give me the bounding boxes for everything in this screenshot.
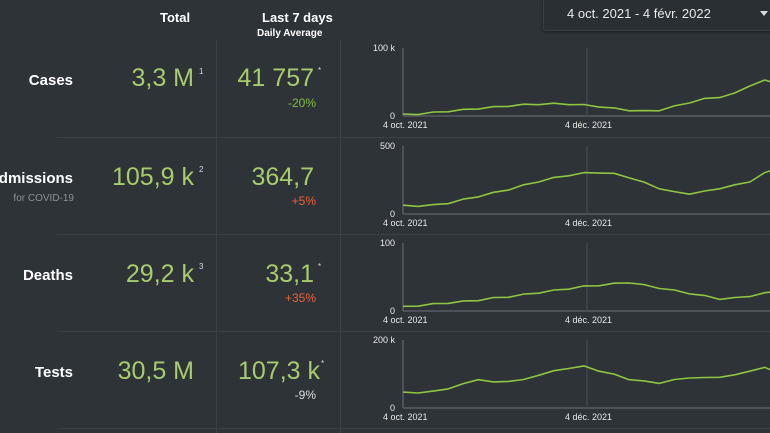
- x-tick-label: 4 oct. 2021: [383, 120, 428, 130]
- row-divider: [57, 137, 770, 138]
- deaths-avg-note[interactable]: *: [318, 262, 322, 271]
- y-tick-label: 0: [390, 306, 395, 316]
- x-tick-label: 4 déc. 2021: [565, 120, 612, 130]
- tests-avg-note[interactable]: *: [321, 359, 325, 368]
- cases-avg-note[interactable]: *: [318, 66, 322, 75]
- y-tick-label: 200 k: [373, 335, 396, 345]
- admissions-avg-value: 364,7: [251, 163, 314, 191]
- admissions-total-value: 105,9 k: [111, 163, 194, 191]
- deaths-total-note[interactable]: 3: [199, 262, 204, 271]
- column-divider: [216, 40, 217, 433]
- series-line: [402, 282, 770, 308]
- row-label-tests: Tests: [34, 364, 73, 381]
- x-tick-label: 4 oct. 2021: [383, 315, 428, 325]
- row-divider: [57, 234, 770, 235]
- deaths-total-value: 29,2 k: [125, 260, 194, 288]
- row-label-cases: Cases: [28, 72, 73, 89]
- date-range-select[interactable]: 4 oct. 2021 - 4 févr. 2022: [543, 0, 770, 31]
- series-line: [402, 170, 770, 208]
- daily-average-header: Daily Average: [257, 28, 323, 39]
- cases-change: -20%: [287, 96, 316, 110]
- y-tick-label: 0: [390, 111, 395, 121]
- deaths-change: +35%: [284, 291, 316, 305]
- admissions-sublabel: for COVID-19: [13, 193, 74, 204]
- cases-total-note[interactable]: 1: [199, 67, 204, 76]
- x-tick-label: 4 déc. 2021: [565, 218, 612, 228]
- row-divider: [57, 331, 770, 332]
- y-tick-label: 0: [390, 403, 395, 413]
- tests-change: -9%: [294, 388, 316, 402]
- x-tick-label: 4 oct. 2021: [383, 412, 428, 422]
- y-tick-label: 100: [380, 238, 395, 248]
- y-tick-label: 0: [390, 209, 395, 219]
- tests-avg-value: 107,3 k: [237, 357, 320, 385]
- admissions-change: +5%: [291, 194, 316, 208]
- x-tick-label: 4 oct. 2021: [383, 218, 428, 228]
- row-divider: [57, 428, 770, 429]
- row-label-deaths: Deaths: [22, 267, 73, 284]
- chevron-down-icon: [760, 11, 768, 16]
- y-tick-label: 500: [380, 141, 395, 151]
- admissions-total-note[interactable]: 2: [199, 165, 204, 174]
- column-divider: [340, 40, 341, 433]
- cases-total-value: 3,3 M: [131, 64, 194, 92]
- last7-header: Last 7 days: [262, 10, 333, 25]
- tests-total-value: 30,5 M: [117, 357, 194, 385]
- date-range-value: 4 oct. 2021 - 4 févr. 2022: [567, 6, 711, 21]
- x-tick-label: 4 déc. 2021: [565, 315, 612, 325]
- total-header: Total: [160, 10, 191, 25]
- x-tick-label: 4 déc. 2021: [565, 412, 612, 422]
- row-label-admissions: Admissions: [0, 170, 73, 187]
- cases-avg-value: 41 757: [237, 64, 314, 92]
- y-tick-label: 100 k: [373, 43, 396, 53]
- series-line: [402, 365, 770, 394]
- series-line: [402, 79, 770, 116]
- deaths-avg-value: 33,1: [265, 260, 314, 288]
